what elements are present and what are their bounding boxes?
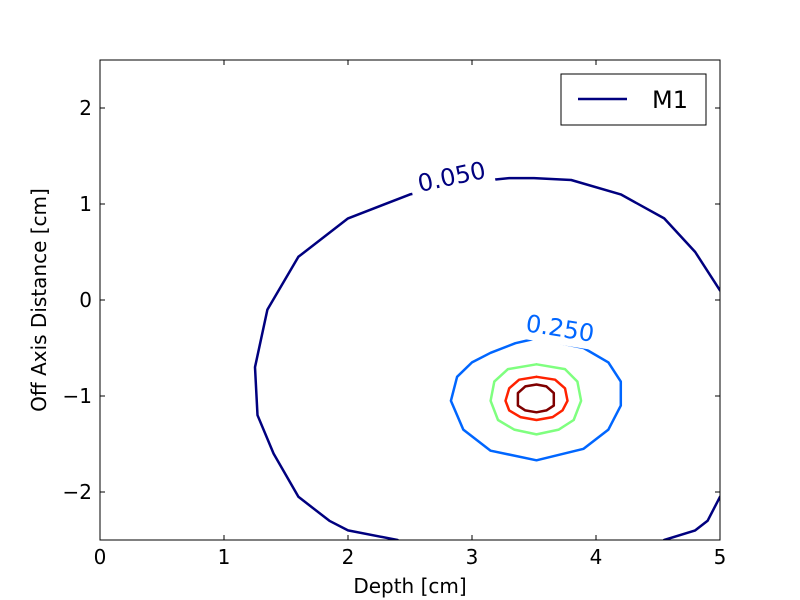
y-axis-ticks: 2 1 0 −1 −2 <box>63 96 720 504</box>
x-axis-ticks: 0 1 2 3 4 5 <box>94 60 727 569</box>
legend-label-m1: M1 <box>652 86 688 114</box>
contour-level-3 <box>504 375 569 422</box>
x-tick-label: 2 <box>342 545 355 569</box>
y-tick-label: 2 <box>79 96 92 120</box>
contour-level-4 <box>516 383 556 414</box>
legend: M1 <box>560 73 707 126</box>
x-tick-label: 4 <box>590 545 603 569</box>
contour-level-1 <box>449 337 623 462</box>
y-tick-label: 0 <box>79 288 92 312</box>
contour-label-gap <box>408 158 497 202</box>
y-tick-label: 1 <box>79 192 92 216</box>
contour-level-0-segment-2 <box>662 495 720 540</box>
x-axis-label: Depth [cm] <box>353 574 466 598</box>
y-tick-label: −2 <box>63 480 92 504</box>
x-tick-label: 3 <box>466 545 479 569</box>
x-tick-label: 0 <box>94 545 107 569</box>
contour-lines <box>253 176 720 540</box>
x-tick-label: 5 <box>714 545 727 569</box>
x-tick-label: 1 <box>218 545 231 569</box>
contour-level-0 <box>253 176 720 540</box>
contour-level-2 <box>489 363 583 436</box>
plot-area <box>100 60 720 540</box>
y-axis-label: Off Axis Distance [cm] <box>27 188 51 412</box>
contour-label-gap <box>516 312 604 351</box>
y-tick-label: −1 <box>63 384 92 408</box>
